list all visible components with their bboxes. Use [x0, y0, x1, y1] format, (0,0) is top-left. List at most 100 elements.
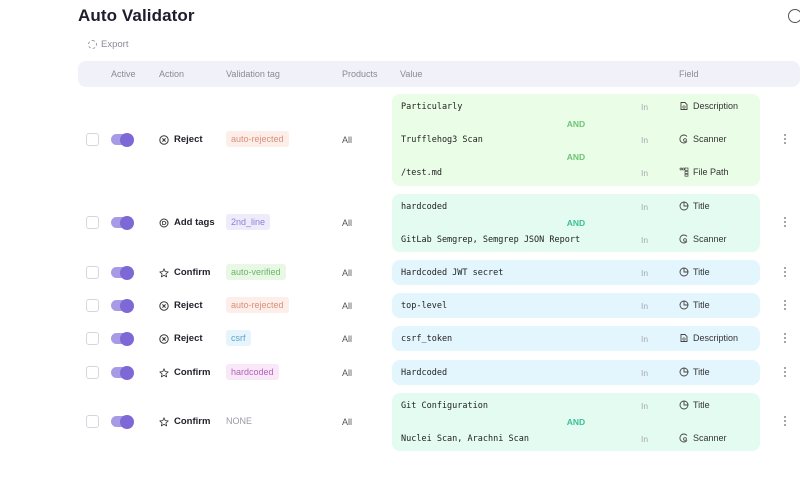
products-value: All — [342, 218, 353, 228]
table-row: Reject auto-rejected All top-level In Ti… — [78, 293, 800, 318]
products-value: All — [342, 417, 353, 427]
row-menu-icon[interactable] — [784, 267, 787, 277]
condition: hardcoded In Title — [401, 201, 710, 212]
row-checkbox[interactable] — [86, 133, 99, 146]
x-circle-icon — [159, 134, 169, 145]
products-value: All — [342, 334, 353, 344]
action-label: Add tags — [159, 217, 215, 228]
table-row: Add tags 2nd_line All hardcoded In Title… — [78, 194, 800, 252]
and-joiner: AND — [566, 152, 586, 162]
products-value: All — [342, 268, 353, 278]
table-row: Confirm auto-verified All Hardcoded JWT … — [78, 260, 800, 285]
row-checkbox[interactable] — [86, 415, 99, 428]
active-toggle[interactable] — [111, 215, 134, 230]
validation-tag: hardcoded — [226, 364, 279, 380]
column-products: Products — [342, 69, 378, 79]
condition: /test.md In File Path — [401, 167, 729, 178]
active-toggle[interactable] — [111, 365, 134, 380]
action-label: Reject — [159, 300, 203, 311]
condition: csrf_token In Description — [401, 333, 739, 344]
title-icon — [679, 201, 689, 211]
and-joiner: AND — [566, 218, 586, 228]
and-joiner: AND — [566, 417, 586, 427]
star-icon — [159, 416, 169, 426]
active-toggle[interactable] — [111, 265, 134, 280]
conditions-box: csrf_token In Description — [392, 326, 760, 351]
products-value: All — [342, 135, 353, 145]
description-icon — [680, 334, 688, 342]
scanner-icon — [679, 234, 688, 244]
row-checkbox[interactable] — [86, 266, 99, 279]
active-toggle[interactable] — [111, 132, 134, 147]
condition: Hardcoded JWT secret In Title — [401, 267, 710, 278]
row-menu-icon[interactable] — [784, 217, 787, 227]
conditions-box: top-level In Title — [392, 293, 760, 318]
condition: Particularly In Description — [401, 101, 739, 112]
condition: Trufflehog3 Scan In Scanner — [401, 134, 727, 145]
title-icon — [679, 300, 689, 310]
file-path-icon — [679, 167, 689, 177]
validation-tag: auto-rejected — [226, 297, 289, 313]
x-circle-icon — [159, 333, 169, 344]
condition: top-level In Title — [401, 300, 710, 311]
star-icon — [159, 367, 169, 377]
title-icon — [679, 267, 689, 277]
row-checkbox[interactable] — [86, 299, 99, 312]
action-label: Confirm — [159, 367, 210, 378]
row-menu-icon[interactable] — [784, 416, 787, 426]
active-toggle[interactable] — [111, 298, 134, 313]
tag-icon — [159, 218, 169, 227]
conditions-box: Particularly In Description AND Truffleh… — [392, 94, 760, 186]
conditions-box: Git Configuration In Title AND Nuclei Sc… — [392, 393, 760, 451]
column-field: Field — [679, 69, 699, 79]
title-icon — [679, 367, 689, 377]
action-label: Confirm — [159, 416, 210, 427]
condition: Git Configuration In Title — [401, 400, 710, 411]
validation-tag: auto-rejected — [226, 131, 289, 147]
action-label: Reject — [159, 134, 203, 145]
table-row: Reject auto-rejected All Particularly In… — [78, 94, 800, 186]
condition: GitLab Semgrep, Semgrep JSON Report In S… — [401, 234, 727, 245]
export-button[interactable]: Export — [88, 39, 128, 50]
table-row: Reject csrf All csrf_token In Descriptio… — [78, 326, 800, 351]
description-icon — [680, 102, 688, 110]
active-toggle[interactable] — [111, 414, 134, 429]
validation-tag: auto-verified — [226, 264, 286, 280]
column-validation-tag: Validation tag — [226, 69, 280, 79]
export-label: Export — [101, 39, 129, 50]
row-menu-icon[interactable] — [784, 300, 787, 310]
and-joiner: AND — [566, 119, 586, 129]
condition: Hardcoded In Title — [401, 367, 710, 378]
search-icon[interactable] — [788, 9, 800, 23]
table-row: Confirm hardcoded All Hardcoded In Title — [78, 360, 800, 385]
products-value: All — [342, 368, 353, 378]
validation-tag: NONE — [226, 416, 253, 426]
validation-tag: 2nd_line — [226, 214, 271, 230]
condition: Nuclei Scan, Arachni Scan In Scanner — [401, 433, 727, 444]
x-circle-icon — [159, 300, 169, 311]
row-checkbox[interactable] — [86, 332, 99, 345]
table-header: Active Action Validation tag Products Va… — [78, 61, 800, 87]
row-menu-icon[interactable] — [784, 367, 787, 377]
row-checkbox[interactable] — [86, 366, 99, 379]
active-toggle[interactable] — [111, 331, 134, 346]
column-action: Action — [159, 69, 185, 79]
action-label: Confirm — [159, 267, 210, 278]
table-row: Confirm NONE All Git Configuration In Ti… — [78, 393, 800, 451]
scanner-icon — [679, 433, 688, 443]
title-icon — [679, 400, 689, 410]
validation-tag: csrf — [226, 330, 251, 346]
action-label: Reject — [159, 333, 203, 344]
row-checkbox[interactable] — [86, 216, 99, 229]
conditions-box: Hardcoded In Title — [392, 360, 760, 385]
products-value: All — [342, 301, 353, 311]
star-icon — [159, 267, 169, 277]
column-value: Value — [400, 69, 423, 79]
row-menu-icon[interactable] — [784, 134, 787, 144]
scanner-icon — [679, 134, 688, 144]
conditions-box: Hardcoded JWT secret In Title — [392, 260, 760, 285]
page-title: Auto Validator — [78, 6, 195, 25]
export-icon — [88, 40, 97, 49]
row-menu-icon[interactable] — [784, 333, 787, 343]
column-active: Active — [111, 69, 136, 79]
